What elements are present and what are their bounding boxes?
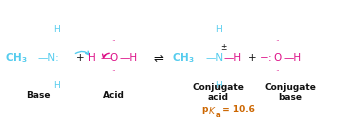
Text: +: + — [76, 53, 84, 63]
Text: H: H — [215, 26, 221, 35]
Text: :: : — [268, 53, 272, 63]
Text: H: H — [215, 81, 221, 90]
Text: ⇌: ⇌ — [153, 51, 163, 65]
Text: +: + — [248, 53, 256, 63]
Text: Conjugate: Conjugate — [192, 84, 244, 93]
Text: −: − — [260, 53, 268, 63]
Text: Conjugate: Conjugate — [264, 84, 316, 93]
Text: $K$: $K$ — [208, 105, 217, 115]
Text: O: O — [273, 53, 281, 63]
Text: Acid: Acid — [103, 90, 125, 99]
Text: ··: ·· — [274, 37, 280, 46]
Text: $\mathbf{CH_3}$: $\mathbf{CH_3}$ — [172, 51, 195, 65]
Text: acid: acid — [207, 93, 229, 102]
Text: O: O — [110, 53, 118, 63]
Text: —H: —H — [224, 53, 242, 63]
Text: = 10.6: = 10.6 — [219, 105, 255, 114]
Text: base: base — [278, 93, 302, 102]
Text: $\mathbf{CH_3}$: $\mathbf{CH_3}$ — [5, 51, 28, 65]
Text: a: a — [216, 112, 221, 118]
Text: ··: ·· — [112, 67, 116, 77]
Text: —N:: —N: — [38, 53, 60, 63]
Text: —: — — [100, 53, 110, 63]
Text: H: H — [54, 26, 60, 35]
Text: ··: ·· — [112, 37, 116, 46]
Text: p: p — [201, 105, 207, 114]
Text: —N: —N — [205, 53, 223, 63]
Text: —H: —H — [120, 53, 138, 63]
Text: H: H — [88, 53, 96, 63]
Text: ±: ± — [220, 42, 226, 51]
Text: —H: —H — [283, 53, 301, 63]
Text: ··: ·· — [274, 67, 280, 77]
Text: Base: Base — [26, 90, 50, 99]
Text: H: H — [54, 81, 60, 90]
